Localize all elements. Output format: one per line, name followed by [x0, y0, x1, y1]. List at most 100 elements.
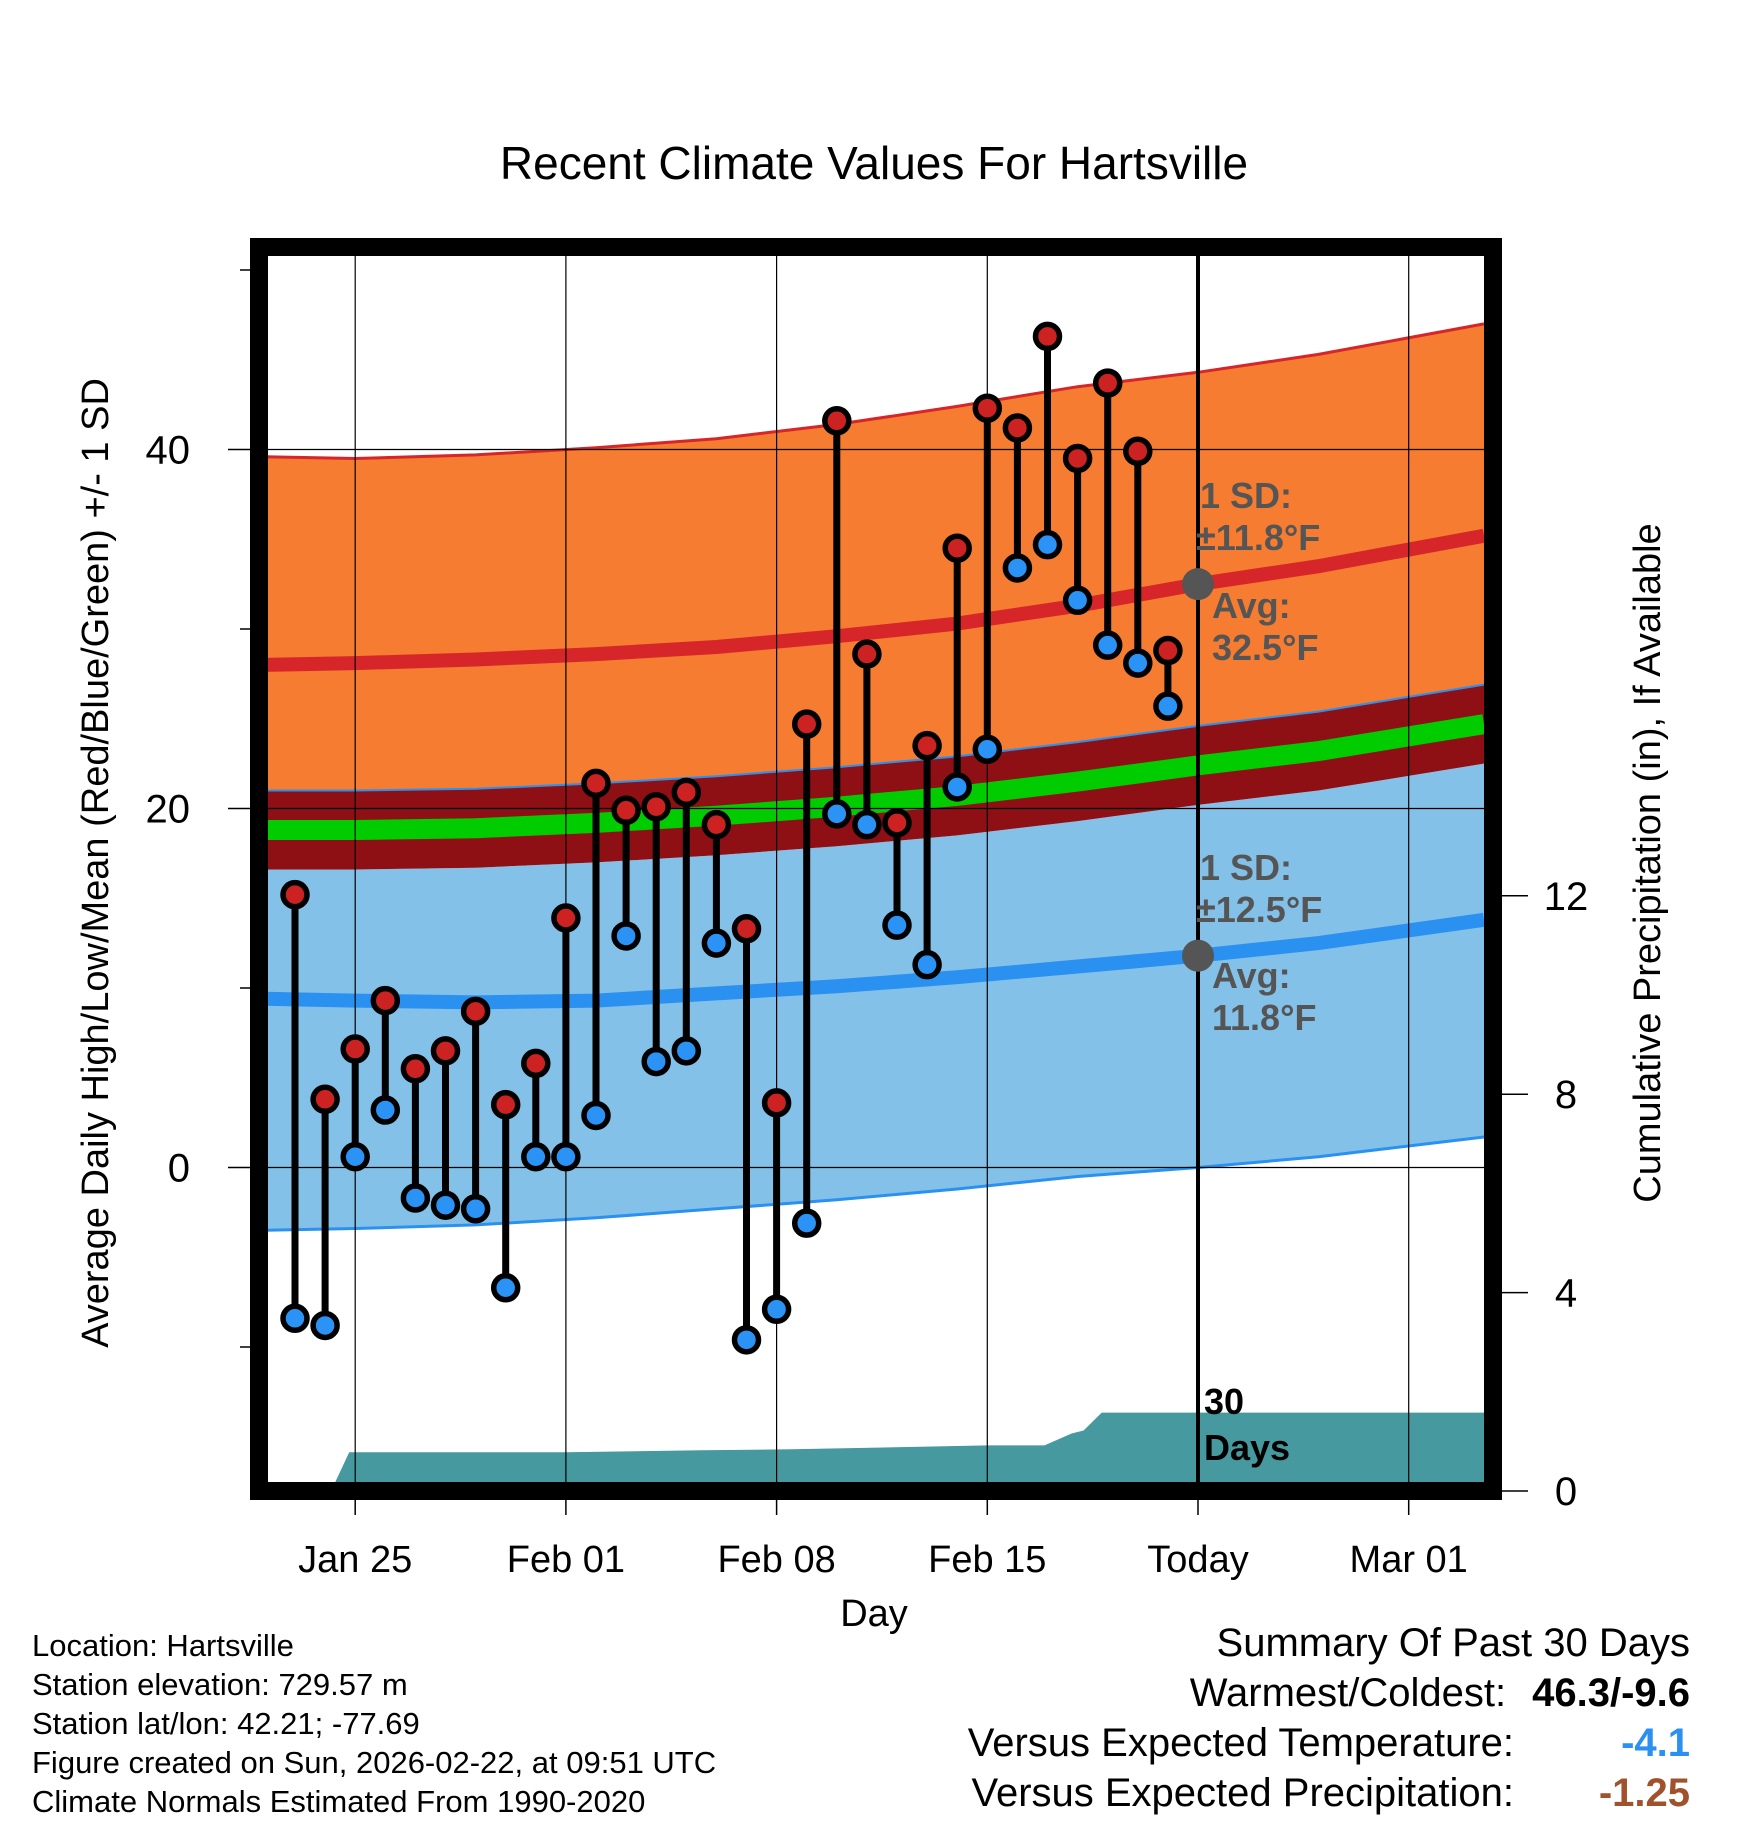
- daily-low-dot: [460, 1194, 491, 1224]
- y-tick-label: 40: [146, 429, 191, 473]
- summary-warmest-value: 46.3/-9.6: [1532, 1671, 1690, 1715]
- info-normals: Climate Normals Estimated From 1990-2020: [32, 1784, 646, 1819]
- daily-low-dot: [822, 799, 852, 829]
- avg-low-line: [264, 912, 1485, 1010]
- daily-low-dot: [942, 772, 972, 802]
- daily-high-dot: [490, 1089, 521, 1120]
- daily-high-dot: [641, 791, 671, 822]
- daily-low-dot: [912, 949, 942, 980]
- x-tick-label: Jan 25: [298, 1539, 412, 1581]
- high-sd-band: [264, 323, 1484, 791]
- daily-low-dot: [581, 1100, 611, 1131]
- info-location: Location: Hartsville: [32, 1628, 294, 1663]
- low-avg-label: Avg:: [1212, 955, 1291, 996]
- y2-tick-label: 0: [1555, 1470, 1577, 1514]
- x-tick-label: Feb 15: [928, 1539, 1046, 1581]
- info-created: Figure created on Sun, 2026-02-22, at 09…: [32, 1745, 717, 1780]
- daily-high-dot: [761, 1088, 792, 1118]
- daily-high-dot: [581, 768, 611, 799]
- daily-high-dot: [460, 996, 491, 1027]
- daily-high-dot: [1032, 321, 1063, 352]
- daily-low-dot: [551, 1141, 581, 1172]
- low-sd-value: ±12.5°F: [1196, 889, 1322, 930]
- daily-low-dot: [641, 1046, 671, 1077]
- daily-low-dot: [731, 1325, 762, 1355]
- daily-high-dot: [882, 808, 912, 838]
- daily-low-dot: [1002, 553, 1033, 583]
- high-sd-label: 1 SD:: [1200, 475, 1292, 516]
- daily-high-dot: [791, 709, 822, 739]
- x-tick-label: Feb 08: [717, 1539, 835, 1581]
- daily-high-dot: [731, 914, 762, 944]
- daily-high-dot: [822, 406, 852, 436]
- summary-temp-value: -4.1: [1621, 1721, 1690, 1765]
- info-latlon: Station lat/lon: 42.21; -77.69: [32, 1706, 420, 1741]
- low-sd-label: 1 SD:: [1200, 847, 1292, 888]
- daily-low-dot: [671, 1036, 702, 1066]
- daily-high-dot: [1002, 413, 1033, 443]
- daily-high-dot: [942, 533, 972, 563]
- daily-high-dot: [701, 809, 732, 840]
- y2-tick-label: 8: [1555, 1073, 1577, 1117]
- daily-low-dot: [490, 1273, 521, 1303]
- y2-tick-label: 12: [1544, 875, 1589, 919]
- y-tick-label: 20: [146, 788, 191, 832]
- summary-warmest-label: Warmest/Coldest:: [1189, 1671, 1507, 1715]
- daily-low-dot: [1123, 648, 1153, 678]
- summary-precip-value: -1.25: [1598, 1771, 1690, 1815]
- daily-high-dot: [852, 639, 882, 669]
- daily-low-dot: [761, 1294, 792, 1325]
- high-sd-value: ±11.8°F: [1196, 517, 1320, 558]
- daily-high-dot: [1062, 443, 1093, 474]
- summary-title: Summary Of Past 30 Days: [1216, 1621, 1690, 1665]
- daily-high-dot: [430, 1036, 461, 1066]
- daily-high-dot: [400, 1054, 431, 1084]
- days-number: 30: [1204, 1381, 1244, 1422]
- low-sd-band: [264, 763, 1484, 1231]
- precipitation-area: [331, 1412, 1485, 1491]
- high-avg-value: 32.5°F: [1212, 627, 1318, 668]
- station-info: Location: Hartsville Station elevation: …: [32, 1626, 716, 1821]
- plot-frame: [250, 238, 1502, 1500]
- daily-high-dot: [972, 393, 1003, 423]
- daily-high-dot: [521, 1048, 551, 1079]
- x-tick-label: Feb 01: [507, 1539, 625, 1581]
- summary-temp-row: Versus Expected Temperature: -4.1: [968, 1718, 1690, 1768]
- summary-temp-label: Versus Expected Temperature:: [967, 1721, 1514, 1765]
- summary-panel: Summary Of Past 30 Days Warmest/Coldest:…: [968, 1618, 1690, 1818]
- daily-high-dot: [611, 795, 641, 826]
- info-elevation: Station elevation: 729.57 m: [32, 1667, 408, 1702]
- daily-low-dot: [1092, 630, 1123, 660]
- summary-warmest-row: Warmest/Coldest: 46.3/-9.6: [968, 1668, 1690, 1718]
- daily-low-dot: [370, 1095, 401, 1125]
- daily-low-dot: [1032, 529, 1063, 560]
- summary-precip-row: Versus Expected Precipitation: -1.25: [968, 1768, 1690, 1818]
- x-tick-label: Mar 01: [1350, 1539, 1468, 1581]
- daily-high-dot: [912, 730, 942, 761]
- x-axis-label: Day: [840, 1593, 908, 1635]
- daily-low-dot: [852, 809, 882, 840]
- daily-high-dot: [1092, 368, 1123, 398]
- y-tick-label: 0: [168, 1147, 190, 1191]
- daily-low-dot: [310, 1310, 340, 1341]
- daily-low-dot: [430, 1190, 461, 1220]
- daily-high-dot: [671, 777, 702, 808]
- avg-high-marker: [1182, 568, 1214, 601]
- avg-low-marker: [1182, 939, 1214, 972]
- y2-axis-label: Cumulative Precipitation (in), If Availa…: [1627, 523, 1669, 1202]
- daily-high-dot: [551, 903, 581, 933]
- daily-high-dot: [1153, 635, 1183, 666]
- daily-low-dot: [340, 1141, 370, 1172]
- low-avg-value: 11.8°F: [1212, 997, 1316, 1038]
- daily-low-dot: [882, 910, 912, 940]
- daily-low-dot: [791, 1208, 822, 1238]
- daily-low-dot: [521, 1141, 551, 1172]
- daily-low-dot: [1062, 585, 1093, 616]
- summary-precip-label: Versus Expected Precipitation:: [971, 1771, 1514, 1815]
- x-tick-label: Today: [1147, 1539, 1248, 1581]
- daily-low-dot: [400, 1183, 431, 1213]
- daily-low-dot: [701, 928, 732, 958]
- chart-title: Recent Climate Values For Hartsville: [500, 137, 1248, 189]
- daily-high-dot: [340, 1034, 370, 1064]
